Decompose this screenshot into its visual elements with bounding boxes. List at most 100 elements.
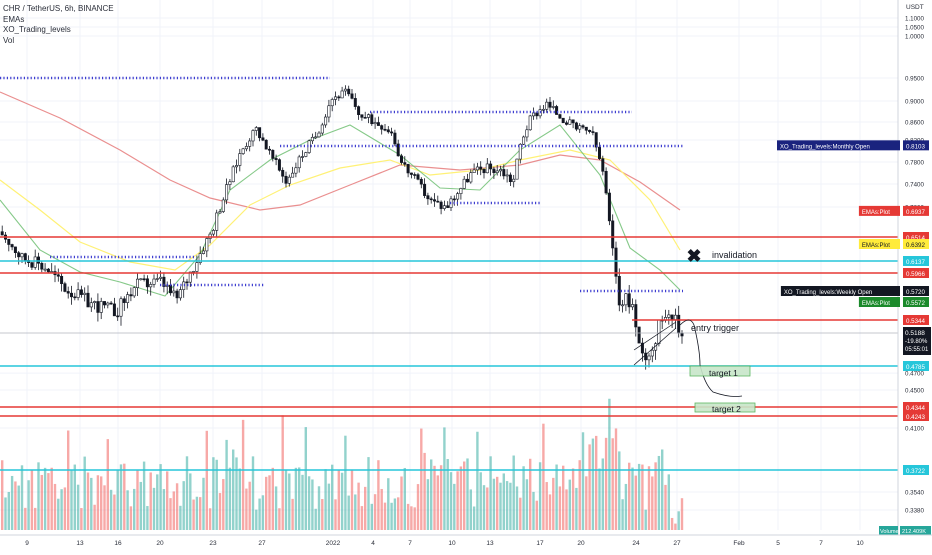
symbol-title[interactable]: CHR / TetherUS, 6h, BINANCE xyxy=(3,4,114,13)
volume-bar xyxy=(532,491,535,530)
candle-body xyxy=(23,253,27,261)
indicator-emas[interactable]: EMAs xyxy=(3,14,25,24)
volume-bar xyxy=(406,503,410,530)
volume-bar xyxy=(27,480,30,530)
candle-body xyxy=(492,168,496,173)
volume-bar xyxy=(251,456,255,530)
candle-body xyxy=(188,271,192,283)
volume-bar xyxy=(647,466,651,530)
candle-body xyxy=(505,174,509,177)
candle-body xyxy=(254,127,258,131)
candle-body xyxy=(235,165,239,168)
volume-bar xyxy=(637,463,641,530)
ema-yellow-curve xyxy=(0,149,681,271)
volume-bar xyxy=(591,438,595,530)
candle-body xyxy=(185,281,189,284)
volume-bar xyxy=(314,508,317,530)
candle-body xyxy=(109,302,113,305)
candle-body xyxy=(271,149,275,159)
volume-bar xyxy=(598,468,601,530)
candle-body xyxy=(36,256,40,264)
candle-body xyxy=(317,132,321,138)
candle-body xyxy=(363,117,367,119)
candle-body xyxy=(261,137,265,141)
indicator-tag-box xyxy=(858,297,900,307)
volume-bar xyxy=(505,481,509,530)
candle-body xyxy=(248,140,252,147)
volume-bar xyxy=(225,439,228,530)
volume-bar xyxy=(677,511,680,530)
candle-body xyxy=(591,131,595,133)
volume-bar xyxy=(383,502,387,530)
time-tick-label: Feb xyxy=(733,540,745,547)
volume-bar xyxy=(304,427,307,530)
volume-bar xyxy=(288,473,291,530)
candle-body xyxy=(637,326,641,344)
indicator-tag-box xyxy=(858,205,900,216)
volume-bar xyxy=(519,497,522,530)
volume-bar xyxy=(433,465,436,530)
price-tag-value: 0.4344 xyxy=(906,405,925,412)
volume-bar xyxy=(218,493,222,530)
candle-body xyxy=(244,146,248,150)
volume-bar xyxy=(377,460,380,530)
candle-body xyxy=(122,298,126,303)
volume-bar xyxy=(149,472,152,530)
candle-body xyxy=(86,292,90,308)
volume-bar xyxy=(499,482,502,530)
candle-body xyxy=(446,205,450,208)
volume-bar xyxy=(47,473,50,530)
candle-body xyxy=(426,195,430,200)
candle-body xyxy=(96,301,100,313)
candle-body xyxy=(650,349,654,357)
price-tick-label: 0.4700 xyxy=(905,371,924,378)
volume-bar xyxy=(380,488,383,530)
volume-bar xyxy=(14,481,17,530)
indicator-tag-label: EMAs:Plot xyxy=(862,210,890,216)
volume-bar xyxy=(337,469,340,530)
candle-body xyxy=(73,296,77,299)
price-tag-box xyxy=(903,402,929,412)
candle-body xyxy=(601,158,605,172)
wedge-lines xyxy=(633,321,677,366)
candle-body xyxy=(126,294,130,303)
candle-countdown: 05:55:01 xyxy=(905,347,929,353)
volume-bar xyxy=(307,476,311,530)
candle-body xyxy=(406,164,410,174)
volume-bar xyxy=(509,482,512,530)
volume-bar xyxy=(578,460,581,530)
volume-bar xyxy=(152,487,156,530)
candle-body xyxy=(310,136,314,142)
ema-red-curve xyxy=(0,91,681,211)
volume-bar xyxy=(17,485,20,530)
candle-body xyxy=(60,275,64,284)
time-tick-label: 10 xyxy=(448,540,456,547)
invalidation-label: invalidation xyxy=(712,250,757,260)
candle-body xyxy=(33,256,37,268)
volume-bar xyxy=(334,499,337,530)
price-axis-bg xyxy=(898,0,932,535)
candle-body xyxy=(578,125,582,130)
indicator-xo-levels[interactable]: XO_Trading_levels xyxy=(3,25,71,34)
chart-legend: CHR / TetherUS, 6h, BINANCE EMAs XO_Trad… xyxy=(3,4,114,46)
candle-body xyxy=(175,290,179,299)
volume-bar xyxy=(43,467,47,530)
price-tick-label: 0.7400 xyxy=(905,182,924,189)
candle-body xyxy=(337,96,341,99)
candle-body xyxy=(644,352,648,361)
volume-bar xyxy=(100,476,103,530)
price-tick-label: 0.3540 xyxy=(905,490,924,497)
volume-bar xyxy=(367,457,370,530)
volume-bar xyxy=(340,472,344,530)
price-tag-box xyxy=(903,140,929,151)
indicator-volume[interactable]: Vol xyxy=(3,35,15,45)
candle-body xyxy=(366,114,370,118)
time-tick-label: 10 xyxy=(856,540,864,547)
volume-bar xyxy=(34,507,37,530)
volume-bar xyxy=(581,432,585,530)
volume-bar xyxy=(76,484,80,530)
time-tick-label: 13 xyxy=(486,540,494,547)
candle-body xyxy=(20,253,24,258)
candle-body xyxy=(79,289,83,295)
